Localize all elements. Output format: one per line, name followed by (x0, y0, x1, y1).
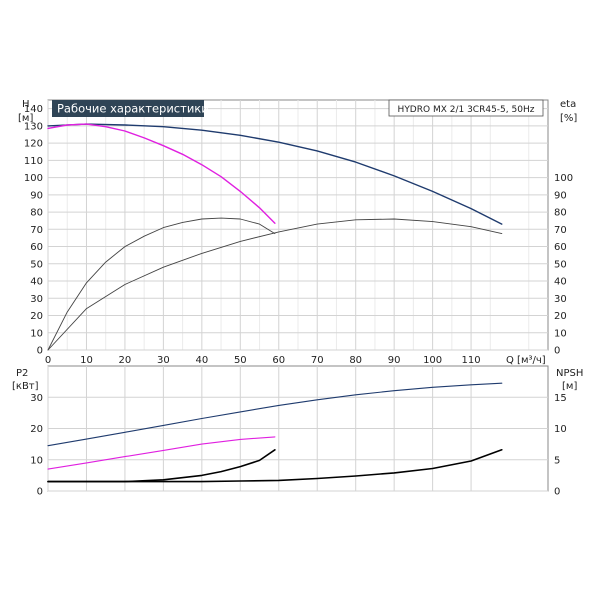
npsh-tick-label: 10 (554, 424, 567, 435)
x-tick-label: 110 (462, 355, 481, 366)
chart-title: Рабочие характеристики (57, 102, 209, 116)
eta-curve-single-pump (47, 217, 276, 351)
x-tick-label: 80 (349, 355, 362, 366)
p2-curve-pump-set (47, 382, 503, 447)
title-box (52, 100, 204, 117)
x-tick-label: 100 (423, 355, 442, 366)
npsh-tick-label: 5 (554, 455, 560, 466)
y-right-tick-label: 40 (554, 277, 567, 288)
h-axis-unit: [м] (18, 113, 33, 124)
y-left-tick-label: 120 (24, 139, 43, 150)
p2-axis-label: P2 (16, 368, 28, 379)
npsh-curve-pump-set (47, 448, 503, 483)
eta-axis-label: eta (560, 99, 576, 110)
y-left-tick-label: 140 (24, 104, 43, 115)
h-axis-label: H (22, 99, 30, 110)
x-tick-label: 40 (195, 355, 208, 366)
x-tick-label: 10 (80, 355, 93, 366)
x-tick-label: 90 (388, 355, 401, 366)
y-left-tick-label: 40 (30, 277, 43, 288)
x-tick-label: 50 (234, 355, 247, 366)
p2-tick-label: 20 (30, 424, 43, 435)
h-curve-pump-set (47, 123, 503, 225)
y-left-tick-label: 50 (30, 259, 43, 270)
p2-axis-unit: [кВт] (12, 381, 39, 392)
y-right-tick-label: 60 (554, 242, 567, 253)
x-tick-label: 0 (45, 355, 51, 366)
y-left-tick-label: 30 (30, 294, 43, 305)
y-right-tick-label: 50 (554, 259, 567, 270)
x-tick-label: 30 (157, 355, 170, 366)
y-left-tick-label: 60 (30, 242, 43, 253)
y-left-tick-label: 110 (24, 156, 43, 167)
x-tick-label: 60 (272, 355, 285, 366)
y-right-tick-label: 70 (554, 225, 567, 236)
chart-subtitle: HYDRO MX 2/1 3CR45-5, 50Hz (398, 105, 535, 115)
y-left-tick-label: 100 (24, 173, 43, 184)
npsh-axis-unit: [м] (562, 381, 577, 392)
y-right-tick-label: 100 (554, 173, 573, 184)
y-left-tick-label: 90 (30, 190, 43, 201)
y-left-tick-label: 80 (30, 208, 43, 219)
y-right-tick-label: 80 (554, 208, 567, 219)
p2-curve-single-pump (47, 436, 276, 470)
npsh-axis-label: NPSH (556, 368, 583, 379)
p2-tick-label: 30 (30, 393, 43, 404)
h-curve-single-pump (47, 123, 276, 225)
x-tick-label: 70 (311, 355, 324, 366)
subtitle-box (388, 99, 544, 117)
y-left-tick-label: 70 (30, 225, 43, 236)
npsh-tick-label: 0 (554, 487, 560, 498)
y-right-tick-label: 30 (554, 294, 567, 305)
y-right-tick-label: 0 (554, 346, 560, 357)
y-right-tick-label: 10 (554, 328, 567, 339)
p2-tick-label: 0 (37, 487, 43, 498)
q-axis-label: Q [м³/ч] (506, 355, 546, 366)
p2-tick-label: 10 (30, 455, 43, 466)
y-left-tick-label: 0 (37, 346, 43, 357)
y-right-tick-label: 90 (554, 190, 567, 201)
y-right-tick-label: 20 (554, 311, 567, 322)
y-left-tick-label: 20 (30, 311, 43, 322)
y-left-tick-label: 10 (30, 328, 43, 339)
eta-curve-pump-set (47, 218, 503, 351)
eta-axis-unit: [%] (560, 113, 577, 124)
x-tick-label: 20 (119, 355, 132, 366)
y-left-tick-label: 130 (24, 121, 43, 132)
npsh-tick-label: 15 (554, 393, 567, 404)
